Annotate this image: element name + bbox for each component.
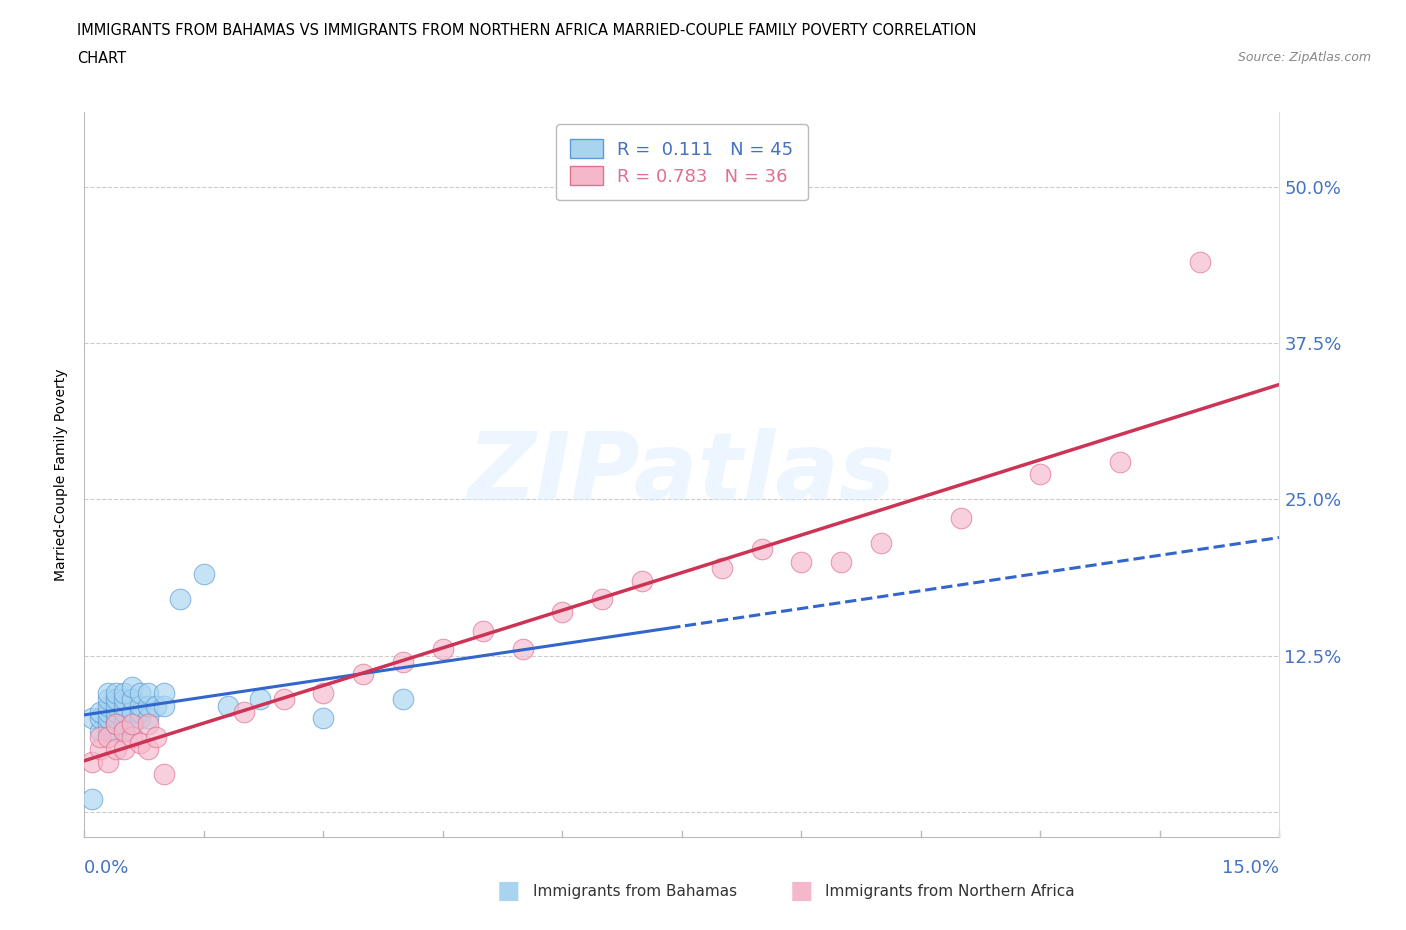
Point [97,754,120,769]
Point [97,711,120,725]
Point [1029,467,1052,482]
Point [105,717,128,732]
Point [312,711,335,725]
Point [105,685,128,700]
Text: Source: ZipAtlas.com: Source: ZipAtlas.com [1237,51,1371,64]
Text: Immigrants from Bahamas: Immigrants from Bahamas [533,884,737,899]
Point [112,692,135,707]
Point [249,692,271,707]
Point [790,554,813,569]
Point [153,685,176,700]
Point [97,705,120,720]
Point [121,729,143,744]
Point [136,698,159,713]
Text: ZIPatlas: ZIPatlas [468,429,896,520]
Point [89,729,111,744]
Point [551,604,574,619]
Point [112,724,135,738]
Text: CHART: CHART [77,51,127,66]
Point [273,692,295,707]
Point [121,717,143,732]
Point [97,729,120,744]
Point [870,536,893,551]
Point [129,698,152,713]
Point [89,724,111,738]
Point [129,705,152,720]
Y-axis label: Married-Couple Family Poverty: Married-Couple Family Poverty [55,368,69,580]
Point [136,711,159,725]
Point [121,705,143,720]
Point [89,711,111,725]
Point [949,511,972,525]
Point [112,717,135,732]
Point [512,642,534,657]
Point [105,692,128,707]
Point [129,736,152,751]
Point [121,680,143,695]
Point [97,724,120,738]
Point [89,705,111,720]
Point [105,742,128,757]
Point [352,667,374,682]
Legend: R =  0.111   N = 45, R = 0.783   N = 36: R = 0.111 N = 45, R = 0.783 N = 36 [555,125,808,200]
Point [136,742,159,757]
Point [82,711,104,725]
Point [1188,254,1211,269]
Point [392,692,415,707]
Point [129,711,152,725]
Point [145,729,167,744]
Text: 15.0%: 15.0% [1222,859,1279,877]
Point [153,767,176,782]
Point [105,698,128,713]
Point [89,742,111,757]
Point [105,724,128,738]
Point [97,685,120,700]
Point [136,685,159,700]
Point [471,623,494,638]
Point [217,698,239,713]
Point [105,705,128,720]
Point [112,705,135,720]
Point [121,717,143,732]
Point [82,792,104,807]
Text: IMMIGRANTS FROM BAHAMAS VS IMMIGRANTS FROM NORTHERN AFRICA MARRIED-COUPLE FAMILY: IMMIGRANTS FROM BAHAMAS VS IMMIGRANTS FR… [77,23,977,38]
Point [432,642,454,657]
Point [97,717,120,732]
Point [631,573,654,588]
Point [112,724,135,738]
Text: ■: ■ [790,880,813,903]
Text: Immigrants from Northern Africa: Immigrants from Northern Africa [825,884,1076,899]
Point [112,742,135,757]
Point [112,698,135,713]
Text: ■: ■ [496,880,520,903]
Point [112,685,135,700]
Point [145,698,167,713]
Point [136,717,159,732]
Point [193,567,215,582]
Point [710,561,733,576]
Point [830,554,852,569]
Point [751,542,773,557]
Point [591,591,613,606]
Point [121,692,143,707]
Point [97,692,120,707]
Point [129,685,152,700]
Point [105,717,128,732]
Point [105,711,128,725]
Point [312,685,335,700]
Point [232,705,254,720]
Point [97,698,120,713]
Text: 0.0%: 0.0% [84,859,129,877]
Point [82,754,104,769]
Point [153,698,176,713]
Point [169,591,191,606]
Point [392,655,415,670]
Point [1109,455,1132,470]
